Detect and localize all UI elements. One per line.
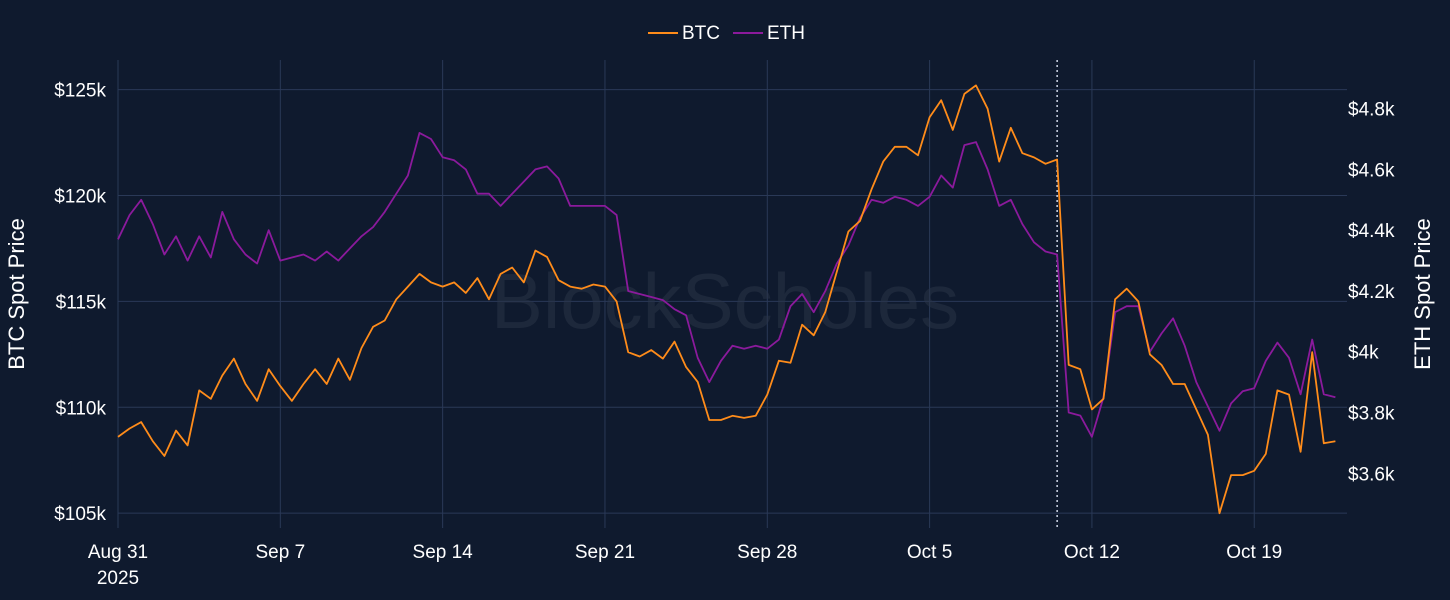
legend-label-eth: ETH [767,23,805,44]
x-tick-label-1: Sep 7 [255,542,305,563]
legend-label-btc: BTC [682,23,720,44]
x-tick-sublabel-0: 2025 [97,568,139,589]
series-line-eth[interactable] [117,131,1336,438]
y-left-tick-label-4: $125k [54,81,106,102]
y-left-tick-label-3: $120k [54,187,106,208]
x-tick-label-7: Oct 19 [1226,542,1282,563]
x-tick-label-6: Oct 12 [1064,542,1120,563]
y-left-tick-label-2: $115k [56,292,107,313]
x-tick-label-3: Sep 21 [575,542,635,563]
x-tick-label-2: Sep 14 [413,542,474,563]
series-line-btc[interactable] [117,84,1336,515]
legend[interactable]: BTC ETH [648,23,805,44]
y-right-tick-label-6: $4.8k [1348,100,1395,121]
y-right-tick-label-3: $4.2k [1348,282,1395,303]
y-right-tick-label-2: $4k [1348,343,1379,364]
y-right-tick-label-4: $4.4k [1348,221,1395,242]
x-tick-label-5: Oct 5 [907,542,952,563]
y-right-axis-title: ETH Spot Price [1410,218,1435,370]
y-left-tick-label-1: $110k [56,398,107,419]
legend-item-eth[interactable]: ETH [733,23,805,44]
axes: Aug 31 2025 Sep 7 Sep 14 Sep 21 Sep 28 Oct 5 Oc… [4,81,1435,589]
grid [117,60,1347,528]
series-layer [117,84,1336,515]
x-tick-label-4: Sep 28 [737,542,797,563]
y-right-tick-label-0: $3.6k [1348,464,1395,485]
legend-item-btc[interactable]: BTC [648,23,720,44]
y-right-tick-label-1: $3.8k [1348,404,1395,425]
y-left-axis-title: BTC Spot Price [4,218,29,370]
y-left-tick-label-0: $105k [54,504,106,525]
x-tick-label-0: Aug 31 [88,542,148,563]
watermark-text: BlockScholes [491,257,959,345]
y-right-tick-label-5: $4.6k [1348,160,1395,181]
